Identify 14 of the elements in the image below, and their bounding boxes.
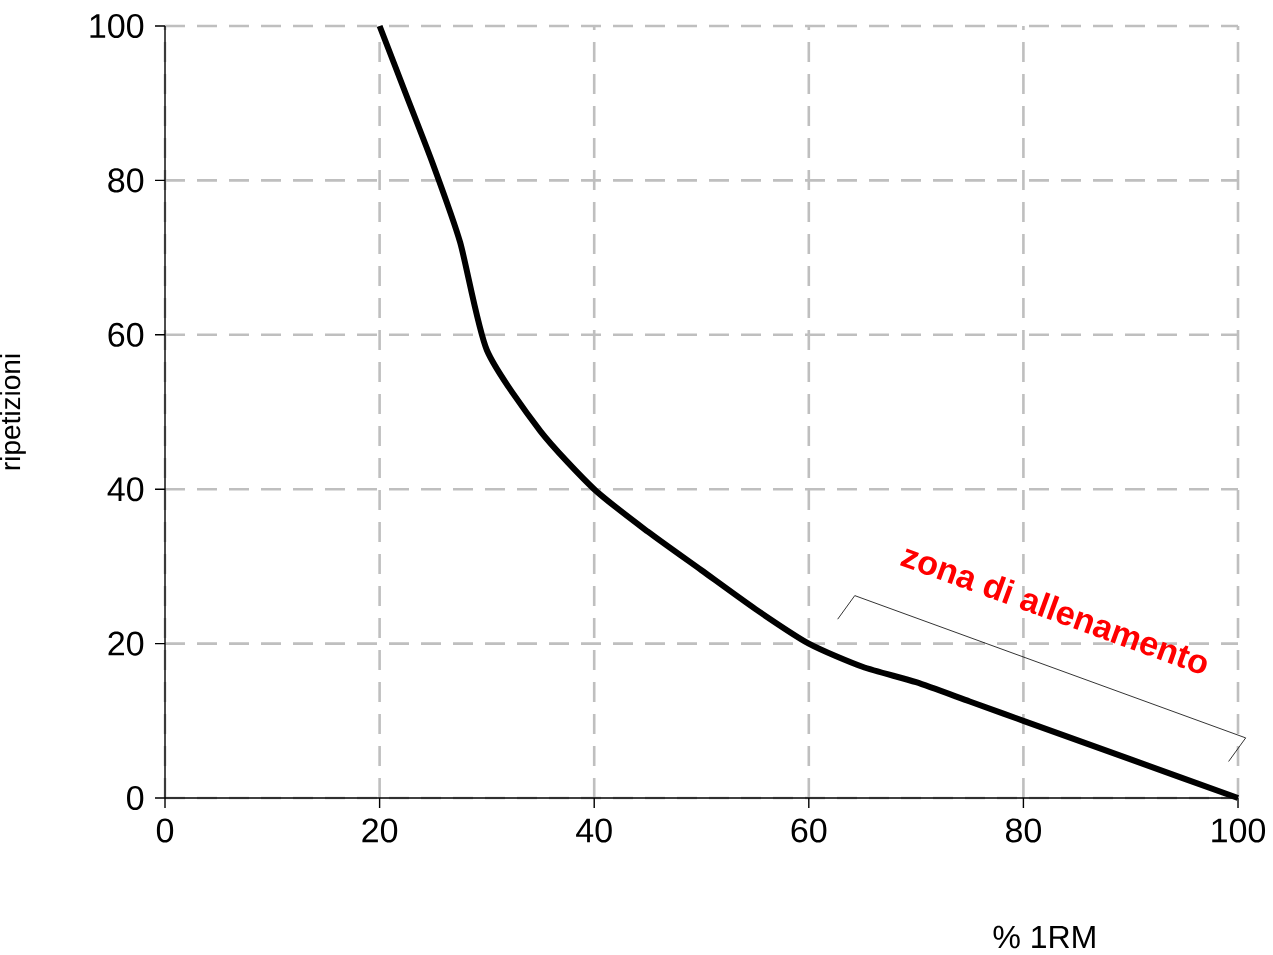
y-axis-title: ripetizioni	[0, 354, 26, 470]
x-tick-label: 20	[362, 818, 398, 843]
x-tick-label: 0	[156, 818, 174, 843]
y-tick-label: 40	[107, 477, 144, 502]
y-tick-label: 20	[108, 631, 144, 656]
y-tick-label: 0	[127, 785, 144, 811]
y-tick-label: 100	[90, 13, 144, 39]
x-tick-label: 100	[1212, 818, 1266, 843]
x-tick-label: 80	[1005, 818, 1041, 843]
y-tick-label: 80	[108, 168, 144, 193]
x-axis-title: % 1RM	[993, 925, 1095, 949]
x-tick-label: 60	[791, 818, 827, 843]
x-tick-label: 40	[576, 818, 612, 843]
y-tick-label: 60	[108, 322, 144, 347]
